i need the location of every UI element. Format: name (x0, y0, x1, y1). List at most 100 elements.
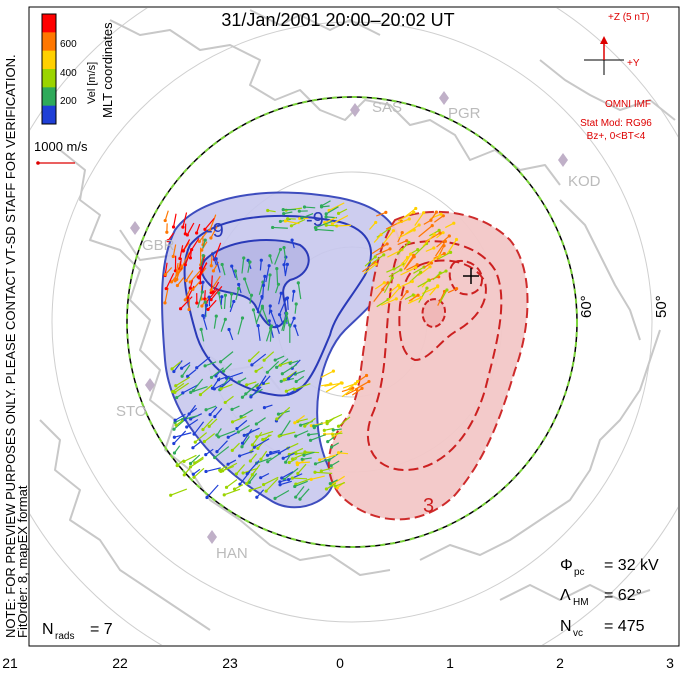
velocity-vector (265, 265, 270, 283)
velocity-vector-origin (198, 392, 203, 397)
velocity-vector-origin (324, 223, 328, 227)
velocity-vector-origin (163, 301, 167, 305)
contour-label-minus-9-left: -9 (206, 220, 224, 242)
velocity-vector (235, 464, 246, 475)
station-label: STO (116, 403, 147, 420)
velocity-vector (232, 415, 247, 423)
velocity-vector-origin (409, 252, 413, 256)
velocity-vector (321, 467, 334, 472)
velocity-vector-origin (171, 225, 176, 229)
velocity-vector-origin (436, 284, 440, 288)
velocity-vector (262, 375, 271, 384)
velocity-vector (205, 288, 218, 303)
velocity-vector-origin (284, 460, 288, 464)
velocity-vector-origin (267, 264, 271, 268)
velocity-vector-origin (211, 269, 216, 273)
mlt-tick-label: 2 (556, 655, 564, 671)
velocity-vector (252, 309, 258, 325)
velocity-vector-origin (249, 293, 254, 297)
velocity-vector-origin (236, 430, 240, 434)
velocity-vector (418, 266, 431, 277)
velocity-vector (196, 356, 211, 369)
velocity-vector (272, 226, 288, 229)
velocity-vector (400, 291, 408, 301)
velocity-vector (200, 329, 205, 342)
velocity-vector-origin (269, 451, 273, 455)
phi-pc-value: = 32 kV (604, 557, 659, 574)
velocity-vector (294, 383, 311, 390)
velocity-vector-origin (207, 295, 211, 299)
velocity-vector (241, 257, 245, 274)
velocity-vector (319, 454, 337, 461)
velocity-vector-origin (300, 457, 304, 461)
velocity-vector-origin (324, 487, 329, 491)
velocity-vector (266, 360, 280, 373)
velocity-vector-origin (277, 434, 281, 438)
velocity-vector-origin (213, 415, 217, 419)
colorbar-tick-400: 400 (60, 68, 77, 79)
velocity-vector-origin (276, 412, 281, 416)
velocity-vector-origin (195, 231, 199, 235)
velocity-vector (186, 418, 199, 428)
radar-stations: SAS PGR KOD GBR STO HAN (116, 91, 601, 562)
velocity-vector-origin (254, 422, 258, 426)
velocity-vector-origin (230, 292, 234, 296)
velocity-vector-origin (299, 423, 303, 427)
velocity-vector (174, 416, 187, 423)
velocity-vector-origin (336, 424, 341, 428)
velocity-vector-origin (336, 451, 341, 455)
velocity-vector (314, 471, 333, 475)
velocity-vector (295, 485, 305, 498)
velocity-vector (181, 364, 191, 377)
velocity-vector (192, 281, 200, 290)
velocity-vector-origin (223, 317, 227, 321)
velocity-vector-origin (186, 374, 190, 378)
velocity-vector-origin (261, 482, 266, 487)
velocity-vector (332, 432, 343, 435)
velocity-vector-origin (192, 475, 196, 479)
contour-label-3: 3 (423, 495, 434, 517)
velocity-vector (325, 382, 342, 393)
velocity-vector-origin (171, 254, 175, 259)
velocity-vector (265, 328, 272, 342)
velocity-vector-origin (170, 367, 174, 371)
velocity-vector (165, 273, 175, 289)
velocity-vector-origin (196, 275, 200, 279)
velocity-vector-origin (172, 451, 177, 455)
velocity-vector-origin (303, 424, 307, 428)
velocity-vector-origin (223, 400, 227, 405)
velocity-vector (224, 395, 234, 403)
velocity-vector (294, 303, 297, 314)
velocity-vector (270, 310, 277, 325)
velocity-vector-origin (279, 379, 283, 383)
velocity-vector (280, 420, 291, 436)
velocity-vector-origin (245, 472, 249, 476)
velocity-vector-origin (260, 306, 265, 310)
velocity-vector-origin (442, 244, 446, 248)
velocity-vector-origin (325, 419, 329, 424)
mlt-tick-label: 21 (2, 655, 18, 671)
potential-maximum-marker (463, 268, 479, 284)
velocity-vector-origin (441, 231, 445, 235)
velocity-vector-origin (173, 390, 177, 395)
velocity-vector (238, 424, 250, 433)
velocity-vector (183, 454, 197, 462)
velocity-vector (176, 277, 185, 286)
velocity-vector-origin (275, 324, 279, 328)
velocity-vector-origin (282, 246, 286, 250)
velocity-vector-origin (169, 280, 174, 284)
velocity-vector (283, 247, 287, 260)
velocity-vector (399, 257, 408, 267)
fit-order-note: FitOrder: 8, mapEX format (15, 485, 30, 638)
imf-source: OMNI IMF (605, 99, 651, 110)
velocity-vector (311, 475, 325, 480)
velocity-vector-origin (191, 389, 195, 393)
velocity-vector-origin (324, 212, 328, 216)
velocity-vector-origin (238, 454, 242, 458)
nvc-value: = 475 (604, 618, 645, 635)
velocity-vector-origin (165, 230, 169, 234)
colorbar-band (42, 87, 56, 107)
velocity-vector (282, 320, 287, 332)
station-marker (558, 153, 568, 167)
velocity-vector-origin (329, 445, 334, 449)
